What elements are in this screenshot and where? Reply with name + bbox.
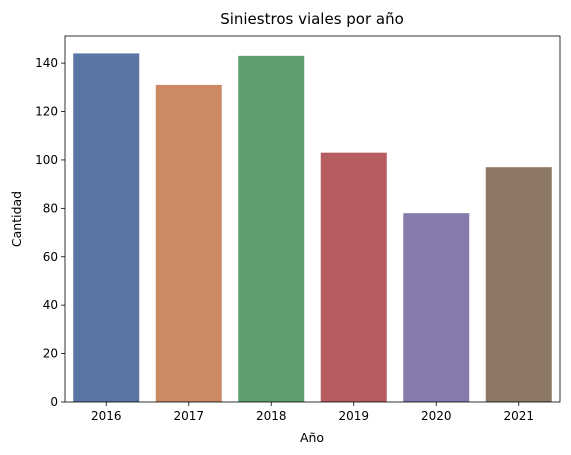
bar-2020 <box>403 213 470 402</box>
y-tick-label: 80 <box>43 201 58 215</box>
y-tick-label: 0 <box>50 395 58 409</box>
y-tick-label: 20 <box>43 347 58 361</box>
bar-2019 <box>320 152 387 402</box>
bar-2021 <box>485 167 552 402</box>
y-axis-label: Cantidad <box>9 191 24 247</box>
bars-group <box>73 53 552 403</box>
y-tick-label: 100 <box>35 153 58 167</box>
plot-frame <box>64 35 561 403</box>
chart-title: Siniestros viales por año <box>220 10 404 28</box>
y-tick-label: 140 <box>35 56 58 70</box>
x-tick-label: 2016 <box>91 409 122 423</box>
bar-2018 <box>238 55 305 402</box>
y-tick-label: 40 <box>43 298 58 312</box>
axes-group: 2016 2017 2018 2019 2020 2021 0 20 40 60 80 100 120 1… <box>35 35 561 423</box>
x-tick-label: 2019 <box>338 409 369 423</box>
x-tick-label: 2018 <box>256 409 287 423</box>
y-tick-label: 120 <box>35 105 58 119</box>
x-tick-label: 2020 <box>421 409 452 423</box>
bar-2016 <box>73 53 140 403</box>
x-axis-label: Año <box>300 430 324 445</box>
x-tick-label: 2017 <box>173 409 204 423</box>
x-tick-label: 2021 <box>503 409 534 423</box>
bar-2017 <box>155 84 222 403</box>
y-tick-label: 60 <box>43 250 58 264</box>
